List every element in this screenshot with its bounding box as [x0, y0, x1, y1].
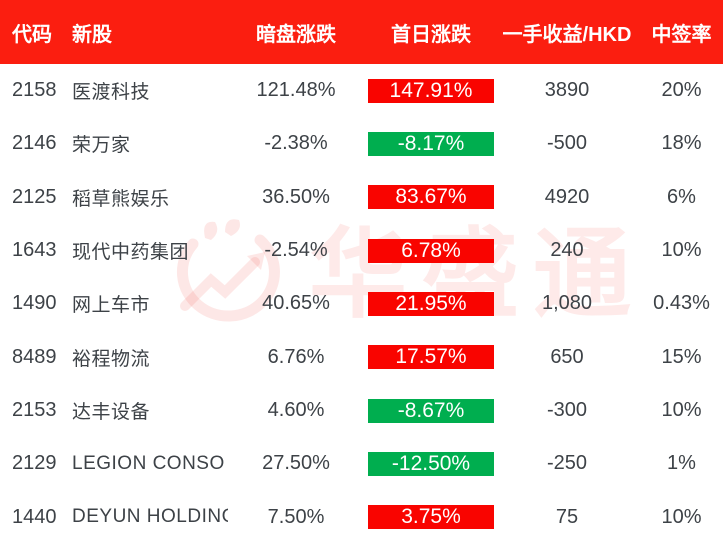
dark-pool-change: 36.50%: [262, 185, 330, 208]
header-lot-profit: 一手收益/HKD: [502, 23, 632, 46]
table-row-2125[interactable]: 2125 稻草熊娱乐 36.50% 83.67% 4920 6%: [0, 171, 723, 224]
dark-pool-change: 121.48%: [256, 79, 336, 102]
lot-profit: -500: [546, 132, 588, 155]
first-day-cell: 17.57%: [368, 341, 494, 373]
first-day-change-badge: 83.67%: [368, 185, 494, 210]
table-body: 2158 医渡科技 121.48% 147.91% 3890 20% 2146 …: [0, 64, 723, 544]
table-header: 代码 新股 暗盘涨跌 首日涨跌 一手收益/HKD 中签率: [0, 0, 723, 64]
header-dark-change: 暗盘涨跌: [256, 23, 336, 46]
first-day-change-badge: 147.91%: [368, 78, 494, 103]
header-win-rate: 中签率: [651, 23, 712, 46]
table-row-2158[interactable]: 2158 医渡科技 121.48% 147.91% 3890 20%: [0, 64, 723, 117]
first-day-cell: 3.75%: [368, 501, 494, 533]
win-rate: 20%: [661, 79, 702, 102]
dark-pool-change: -2.38%: [264, 132, 328, 155]
lot-profit: 1,080: [541, 292, 593, 315]
table-row-2153[interactable]: 2153 达丰设备 4.60% -8.67% -300 10%: [0, 384, 723, 437]
lot-profit: 240: [550, 239, 584, 262]
dark-pool-change: 27.50%: [262, 452, 330, 475]
stock-name: 稻草熊娱乐: [72, 188, 170, 210]
stock-code: 2125: [12, 185, 57, 208]
stock-name: 达丰设备: [72, 402, 151, 424]
dark-pool-change: 7.50%: [267, 505, 325, 528]
stock-name: 现代中药集团: [72, 242, 190, 264]
win-rate: 18%: [661, 132, 702, 155]
lot-profit: 3890: [544, 79, 590, 102]
first-day-change-badge: -8.67%: [368, 398, 494, 423]
first-day-cell: 6.78%: [368, 235, 494, 267]
stock-code: 1490: [12, 292, 57, 315]
stock-code: 2158: [12, 79, 57, 102]
lot-profit: -250: [546, 452, 588, 475]
first-day-cell: 83.67%: [368, 181, 494, 213]
first-day-change-badge: -12.50%: [368, 451, 494, 476]
first-day-cell: -8.17%: [368, 128, 494, 160]
dark-pool-change: 6.76%: [267, 345, 325, 368]
table-row-2146[interactable]: 2146 荣万家 -2.38% -8.17% -500 18%: [0, 117, 723, 170]
first-day-cell: 21.95%: [368, 288, 494, 320]
win-rate: 15%: [661, 345, 702, 368]
first-day-cell: -12.50%: [368, 448, 494, 480]
win-rate: 6%: [667, 185, 696, 208]
table-row-1440[interactable]: 1440 DEYUN HOLDING 7.50% 3.75% 75 10%: [0, 491, 723, 544]
dark-pool-change: -2.54%: [264, 239, 328, 262]
lot-profit: 75: [555, 505, 579, 528]
header-code: 代码: [12, 23, 52, 46]
lot-profit: -300: [546, 399, 588, 422]
lot-profit: 650: [550, 345, 584, 368]
stock-code: 1643: [12, 239, 57, 262]
first-day-change-badge: -8.17%: [368, 131, 494, 156]
table-row-1490[interactable]: 1490 网上车市 40.65% 21.95% 1,080 0.43%: [0, 277, 723, 330]
stock-code: 2129: [12, 452, 57, 475]
stock-name: 荣万家: [72, 135, 131, 157]
win-rate: 1%: [667, 452, 696, 475]
first-day-change-badge: 6.78%: [368, 238, 494, 263]
table-row-8489[interactable]: 8489 裕程物流 6.76% 17.57% 650 15%: [0, 331, 723, 384]
dark-pool-change: 4.60%: [267, 399, 325, 422]
stock-name: LEGION CONSO: [72, 452, 225, 474]
first-day-cell: -8.67%: [368, 395, 494, 427]
stock-code: 8489: [12, 345, 57, 368]
stock-name: 医渡科技: [72, 82, 151, 104]
dark-pool-change: 40.65%: [262, 292, 330, 315]
lot-profit: 4920: [544, 185, 590, 208]
first-day-cell: 147.91%: [368, 75, 494, 107]
stock-code: 1440: [12, 505, 57, 528]
first-day-change-badge: 3.75%: [368, 505, 494, 530]
win-rate: 10%: [661, 399, 702, 422]
header-stock-name: 新股: [72, 23, 112, 46]
win-rate: 0.43%: [653, 292, 710, 315]
win-rate: 10%: [661, 239, 702, 262]
stock-code: 2153: [12, 399, 57, 422]
table-row-2129[interactable]: 2129 LEGION CONSO 27.50% -12.50% -250 1%: [0, 437, 723, 490]
win-rate: 10%: [661, 505, 702, 528]
table-row-1643[interactable]: 1643 现代中药集团 -2.54% 6.78% 240 10%: [0, 224, 723, 277]
header-first-day-change: 首日涨跌: [391, 23, 471, 46]
stock-name: 裕程物流: [72, 348, 151, 370]
stock-name: 网上车市: [72, 295, 151, 317]
first-day-change-badge: 21.95%: [368, 291, 494, 316]
stock-name: DEYUN HOLDING: [72, 506, 228, 528]
first-day-change-badge: 17.57%: [368, 345, 494, 370]
stock-code: 2146: [12, 132, 57, 155]
